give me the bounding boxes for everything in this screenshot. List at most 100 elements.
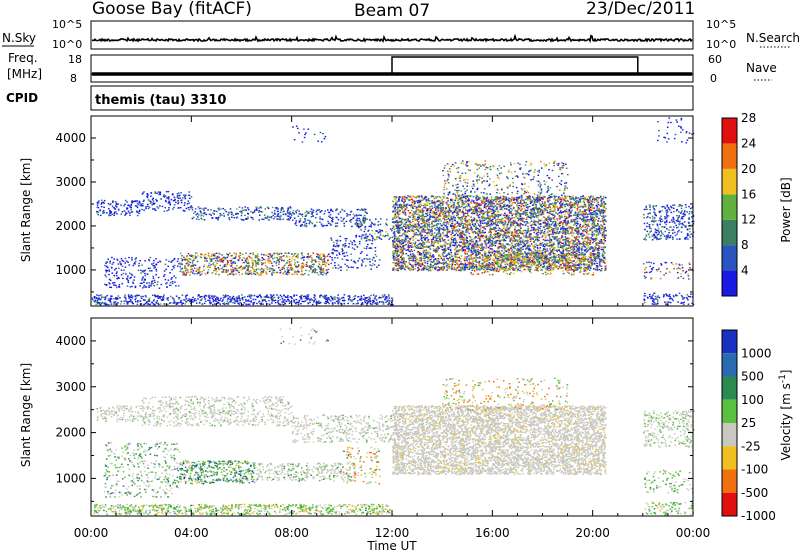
echo-cell <box>542 195 545 198</box>
echo-cell <box>370 235 373 237</box>
echo-cell <box>528 235 531 237</box>
echo-cell <box>365 257 367 260</box>
echo-cell <box>593 255 595 258</box>
echo-cell <box>213 303 216 305</box>
echo-cell <box>108 269 110 271</box>
echo-cell <box>464 234 466 237</box>
echo-cell <box>343 246 346 248</box>
echo-cell <box>469 267 471 269</box>
echo-cell <box>281 298 284 300</box>
echo-cell <box>113 258 116 260</box>
echo-cell <box>376 230 379 232</box>
echo-cell <box>426 202 428 204</box>
echo-cell <box>230 268 232 271</box>
echo-cell <box>362 216 365 219</box>
echo-cell <box>397 260 400 263</box>
echo-cell <box>244 259 247 262</box>
echo-cell <box>566 250 568 252</box>
echo-cell <box>94 296 96 298</box>
echo-cell <box>421 216 423 218</box>
echo-cell <box>157 294 160 296</box>
echo-cell <box>280 256 282 258</box>
echo-cell <box>181 259 184 262</box>
echo-cell <box>313 296 315 299</box>
echo-cell <box>548 242 551 245</box>
echo-cell <box>222 271 224 273</box>
echo-cell <box>189 258 192 261</box>
echo-cell <box>363 237 366 239</box>
echo-cell <box>208 262 211 265</box>
echo-cell <box>168 260 170 263</box>
echo-cell <box>135 300 137 303</box>
echo-cell <box>533 245 536 247</box>
echo-cell <box>595 235 598 238</box>
echo-cell <box>334 249 336 252</box>
echo-cell <box>110 211 112 213</box>
echo-cell <box>323 294 326 297</box>
echo-cell <box>232 262 234 264</box>
echo-cell <box>591 213 593 216</box>
echo-cell <box>394 249 396 252</box>
echo-cell <box>356 209 359 211</box>
echo-cell <box>536 200 539 202</box>
echo-cell <box>527 241 529 243</box>
echo-cell <box>280 296 283 298</box>
echo-cell <box>350 266 353 268</box>
echo-cell <box>319 301 322 304</box>
echo-cell <box>311 222 314 225</box>
echo-cell <box>157 281 159 283</box>
echo-cell <box>437 229 439 231</box>
echo-cell <box>233 217 236 219</box>
echo-cell <box>203 295 206 298</box>
echo-cell <box>352 303 355 305</box>
echo-cell <box>259 269 262 271</box>
echo-cell <box>517 252 519 254</box>
echo-cell <box>242 296 244 299</box>
echo-cell <box>574 230 577 232</box>
echo-cell <box>121 259 124 262</box>
echo-cell <box>491 242 494 245</box>
echo-cell <box>424 257 427 259</box>
echo-cell <box>388 300 391 302</box>
echo-cell <box>593 227 596 229</box>
echo-cell <box>222 207 224 210</box>
echo-cell <box>227 254 229 256</box>
echo-cell <box>465 258 468 260</box>
echo-cell <box>158 303 160 306</box>
echo-cell <box>225 296 227 298</box>
echo-cell <box>587 258 589 260</box>
echo-cell <box>238 295 240 297</box>
echo-cell <box>117 263 119 265</box>
echo-cell <box>569 228 571 230</box>
echo-cell <box>228 217 230 219</box>
echo-cell <box>534 243 536 245</box>
echo-cell <box>263 214 266 216</box>
echo-cell <box>592 268 595 270</box>
echo-cell <box>539 232 541 234</box>
echo-cell <box>236 300 238 303</box>
echo-cell <box>374 297 377 300</box>
echo-cell <box>403 240 406 242</box>
echo-cell <box>416 239 419 241</box>
echo-cell <box>106 294 109 297</box>
echo-cell <box>455 239 458 242</box>
echo-cell <box>522 203 524 205</box>
echo-cell <box>438 258 441 260</box>
echo-cell <box>436 226 438 229</box>
echo-cell <box>437 240 440 242</box>
echo-cell <box>224 269 226 271</box>
echo-cell <box>375 295 377 297</box>
echo-cell <box>154 294 156 296</box>
echo-cell <box>553 224 555 227</box>
echo-cell <box>109 262 111 264</box>
echo-cell <box>271 300 273 302</box>
echo-cell <box>278 215 280 218</box>
echo-cell <box>417 202 419 204</box>
echo-cell <box>221 254 223 256</box>
echo-cell <box>366 258 369 260</box>
echo-cell <box>230 262 233 265</box>
echo-cell <box>350 259 353 261</box>
echo-cell <box>324 256 326 258</box>
echo-cell <box>539 210 542 212</box>
echo-cell <box>241 219 243 221</box>
